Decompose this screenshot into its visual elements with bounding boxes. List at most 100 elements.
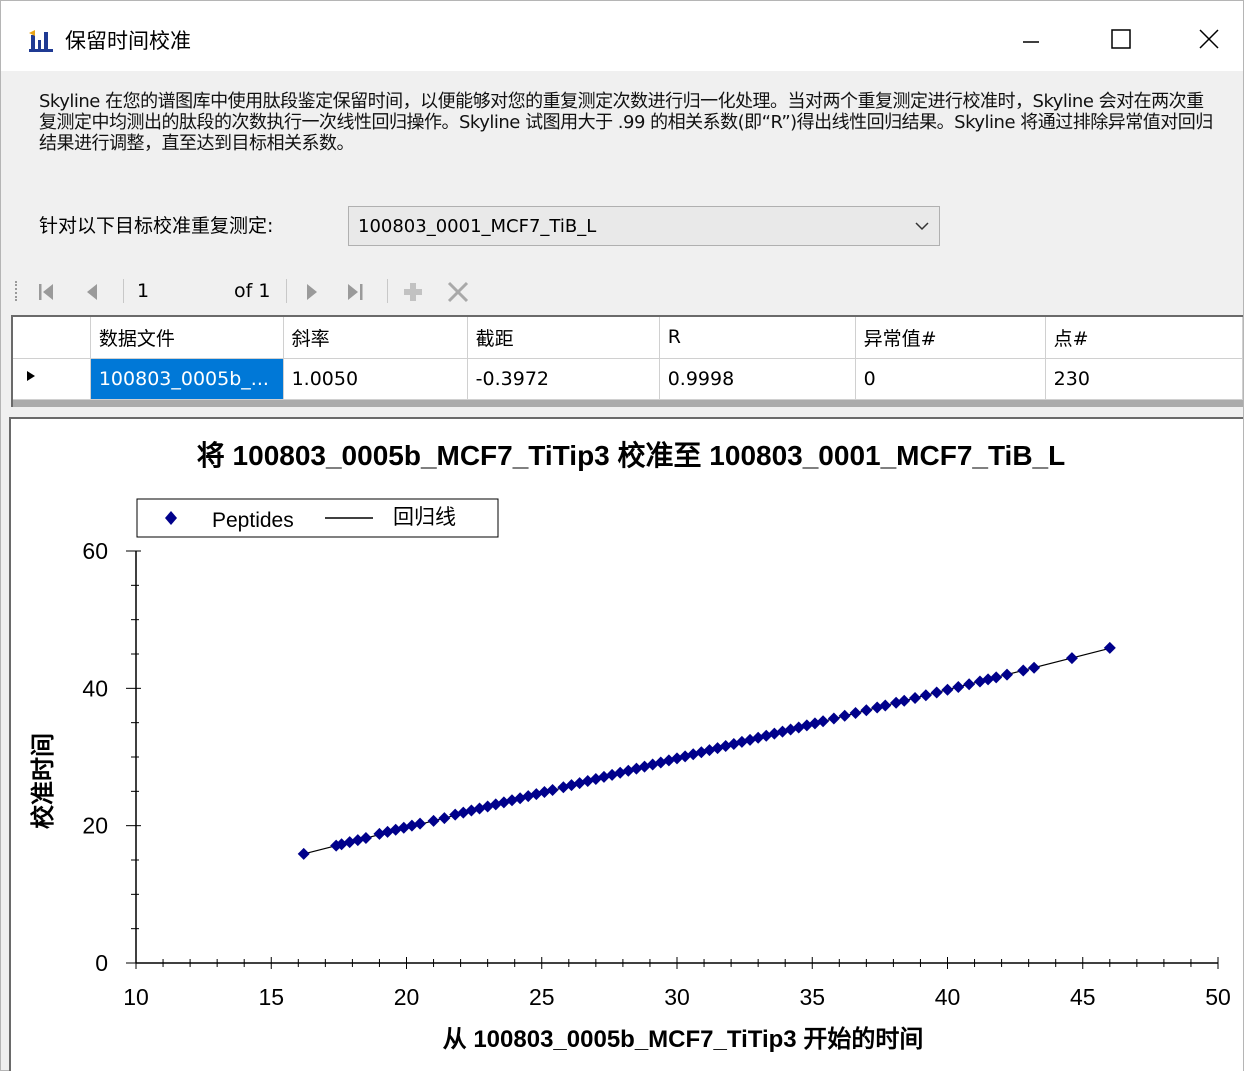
- peptide-point: [817, 715, 830, 728]
- peptide-point: [381, 825, 394, 838]
- column-header-points[interactable]: 点#: [1045, 317, 1243, 359]
- peptide-point: [671, 752, 683, 765]
- toolbar-separator: [286, 279, 287, 303]
- peptide-point: [703, 744, 716, 757]
- binding-navigator: 1 of 1: [1, 269, 1243, 313]
- y-tick-label: 40: [82, 675, 108, 701]
- peptide-point: [784, 723, 797, 736]
- peptide-point: [505, 794, 518, 807]
- peptide-point: [919, 689, 932, 702]
- peptide-point: [727, 737, 740, 750]
- splitter[interactable]: [1, 407, 1243, 417]
- peptide-point: [522, 790, 535, 803]
- peptide-point: [973, 675, 986, 688]
- peptide-point: [514, 792, 527, 805]
- target-label: 针对以下目标校准重复测定:: [39, 215, 274, 237]
- x-tick-label: 45: [1070, 984, 1096, 1010]
- peptide-point: [414, 817, 427, 830]
- delete-icon[interactable]: [446, 281, 470, 303]
- minimize-button[interactable]: [1003, 13, 1059, 65]
- current-row-icon: [27, 371, 35, 381]
- x-tick-label: 50: [1205, 984, 1231, 1010]
- peptide-point: [335, 838, 348, 851]
- peptide-point: [405, 819, 418, 832]
- peptide-point: [597, 770, 610, 783]
- peptide-point: [1028, 661, 1041, 674]
- chevron-down-icon: [915, 222, 929, 231]
- legend-diamond-icon: [165, 511, 177, 525]
- window-title: 保留时间校准: [65, 29, 191, 53]
- peptide-point: [768, 727, 781, 740]
- close-button[interactable]: [1181, 13, 1237, 65]
- peptide-point: [481, 800, 494, 813]
- peptide-point: [654, 756, 667, 769]
- toolbar-separator: [123, 279, 124, 303]
- peptide-point: [330, 839, 343, 852]
- peptide-point: [990, 671, 1003, 684]
- close-icon: [1199, 29, 1219, 49]
- target-replicate-select[interactable]: 100803_0001_MCF7_TiB_L: [348, 206, 940, 246]
- peptide-point: [871, 701, 884, 714]
- move-next-icon[interactable]: [299, 281, 323, 303]
- peptide-point: [589, 772, 602, 785]
- column-header-intercept[interactable]: 截距: [467, 317, 660, 359]
- x-axis-label: 从 100803_0005b_MCF7_TiTip3 开始的时间: [443, 1025, 924, 1053]
- peptide-point: [614, 766, 627, 779]
- regression-grid: 数据文件 斜率 截距 R 异常值# 点# 100803_0005b_... 1.…: [11, 315, 1243, 407]
- move-last-icon[interactable]: [343, 281, 367, 303]
- table-row[interactable]: 100803_0005b_... 1.0050 -0.3972 0.9998 0…: [13, 358, 1243, 400]
- x-tick-label: 30: [664, 984, 690, 1010]
- maximize-button[interactable]: [1093, 13, 1149, 65]
- chart-marks: [297, 641, 1116, 860]
- chart-panel: 将 100803_0005b_MCF7_TiTip3 校准至 100803_00…: [9, 417, 1243, 1071]
- column-header-file[interactable]: 数据文件: [90, 317, 284, 359]
- peptide-point: [1103, 641, 1116, 654]
- peptide-point: [581, 775, 594, 788]
- position-input[interactable]: 1: [129, 278, 221, 304]
- column-header-outliers[interactable]: 异常值#: [855, 317, 1046, 359]
- column-header-r[interactable]: R: [659, 317, 856, 359]
- regression-table: 数据文件 斜率 截距 R 异常值# 点# 100803_0005b_... 1.…: [13, 317, 1243, 400]
- column-header-slope[interactable]: 斜率: [283, 317, 468, 359]
- peptide-point: [638, 760, 651, 773]
- chart-title: 将 100803_0005b_MCF7_TiTip3 校准至 100803_00…: [197, 439, 1065, 471]
- y-tick-label: 60: [82, 538, 108, 564]
- cell-slope[interactable]: 1.0050: [283, 358, 468, 400]
- cell-outliers[interactable]: 0: [855, 358, 1046, 400]
- add-new-icon[interactable]: [401, 281, 425, 303]
- maximize-icon: [1111, 29, 1131, 49]
- cell-points[interactable]: 230: [1045, 358, 1243, 400]
- toolbar-grip: [15, 281, 18, 301]
- peptide-point: [606, 768, 619, 781]
- cell-intercept[interactable]: -0.3972: [467, 358, 660, 400]
- peptide-point: [800, 719, 813, 732]
- peptide-point: [646, 758, 659, 771]
- peptide-point: [546, 783, 559, 796]
- cell-file[interactable]: 100803_0005b_...: [90, 358, 284, 400]
- peptide-point: [457, 806, 470, 819]
- title-bar: 保留时间校准: [1, 1, 1243, 71]
- peptide-point: [449, 808, 462, 821]
- move-previous-icon[interactable]: [81, 281, 105, 303]
- peptide-point: [941, 683, 954, 696]
- peptide-point: [752, 731, 765, 744]
- peptide-point: [711, 742, 724, 755]
- row-selector[interactable]: [13, 358, 91, 400]
- x-tick-label: 15: [258, 984, 284, 1010]
- table-header-row: 数据文件 斜率 截距 R 异常值# 点#: [13, 317, 1243, 359]
- x-tick-label: 25: [529, 984, 555, 1010]
- peptide-point: [879, 699, 892, 712]
- x-tick-label: 35: [799, 984, 825, 1010]
- legend-peptides-label: Peptides: [212, 509, 294, 532]
- page-count-label: of 1: [234, 280, 271, 302]
- move-first-icon[interactable]: [35, 281, 59, 303]
- peptide-point: [792, 721, 805, 734]
- peptide-point: [427, 814, 440, 827]
- peptide-point: [838, 709, 851, 722]
- peptide-point: [808, 717, 821, 730]
- peptide-point: [573, 777, 586, 790]
- x-tick-label: 20: [394, 984, 420, 1010]
- cell-r[interactable]: 0.9998: [659, 358, 856, 400]
- x-tick-label: 40: [935, 984, 961, 1010]
